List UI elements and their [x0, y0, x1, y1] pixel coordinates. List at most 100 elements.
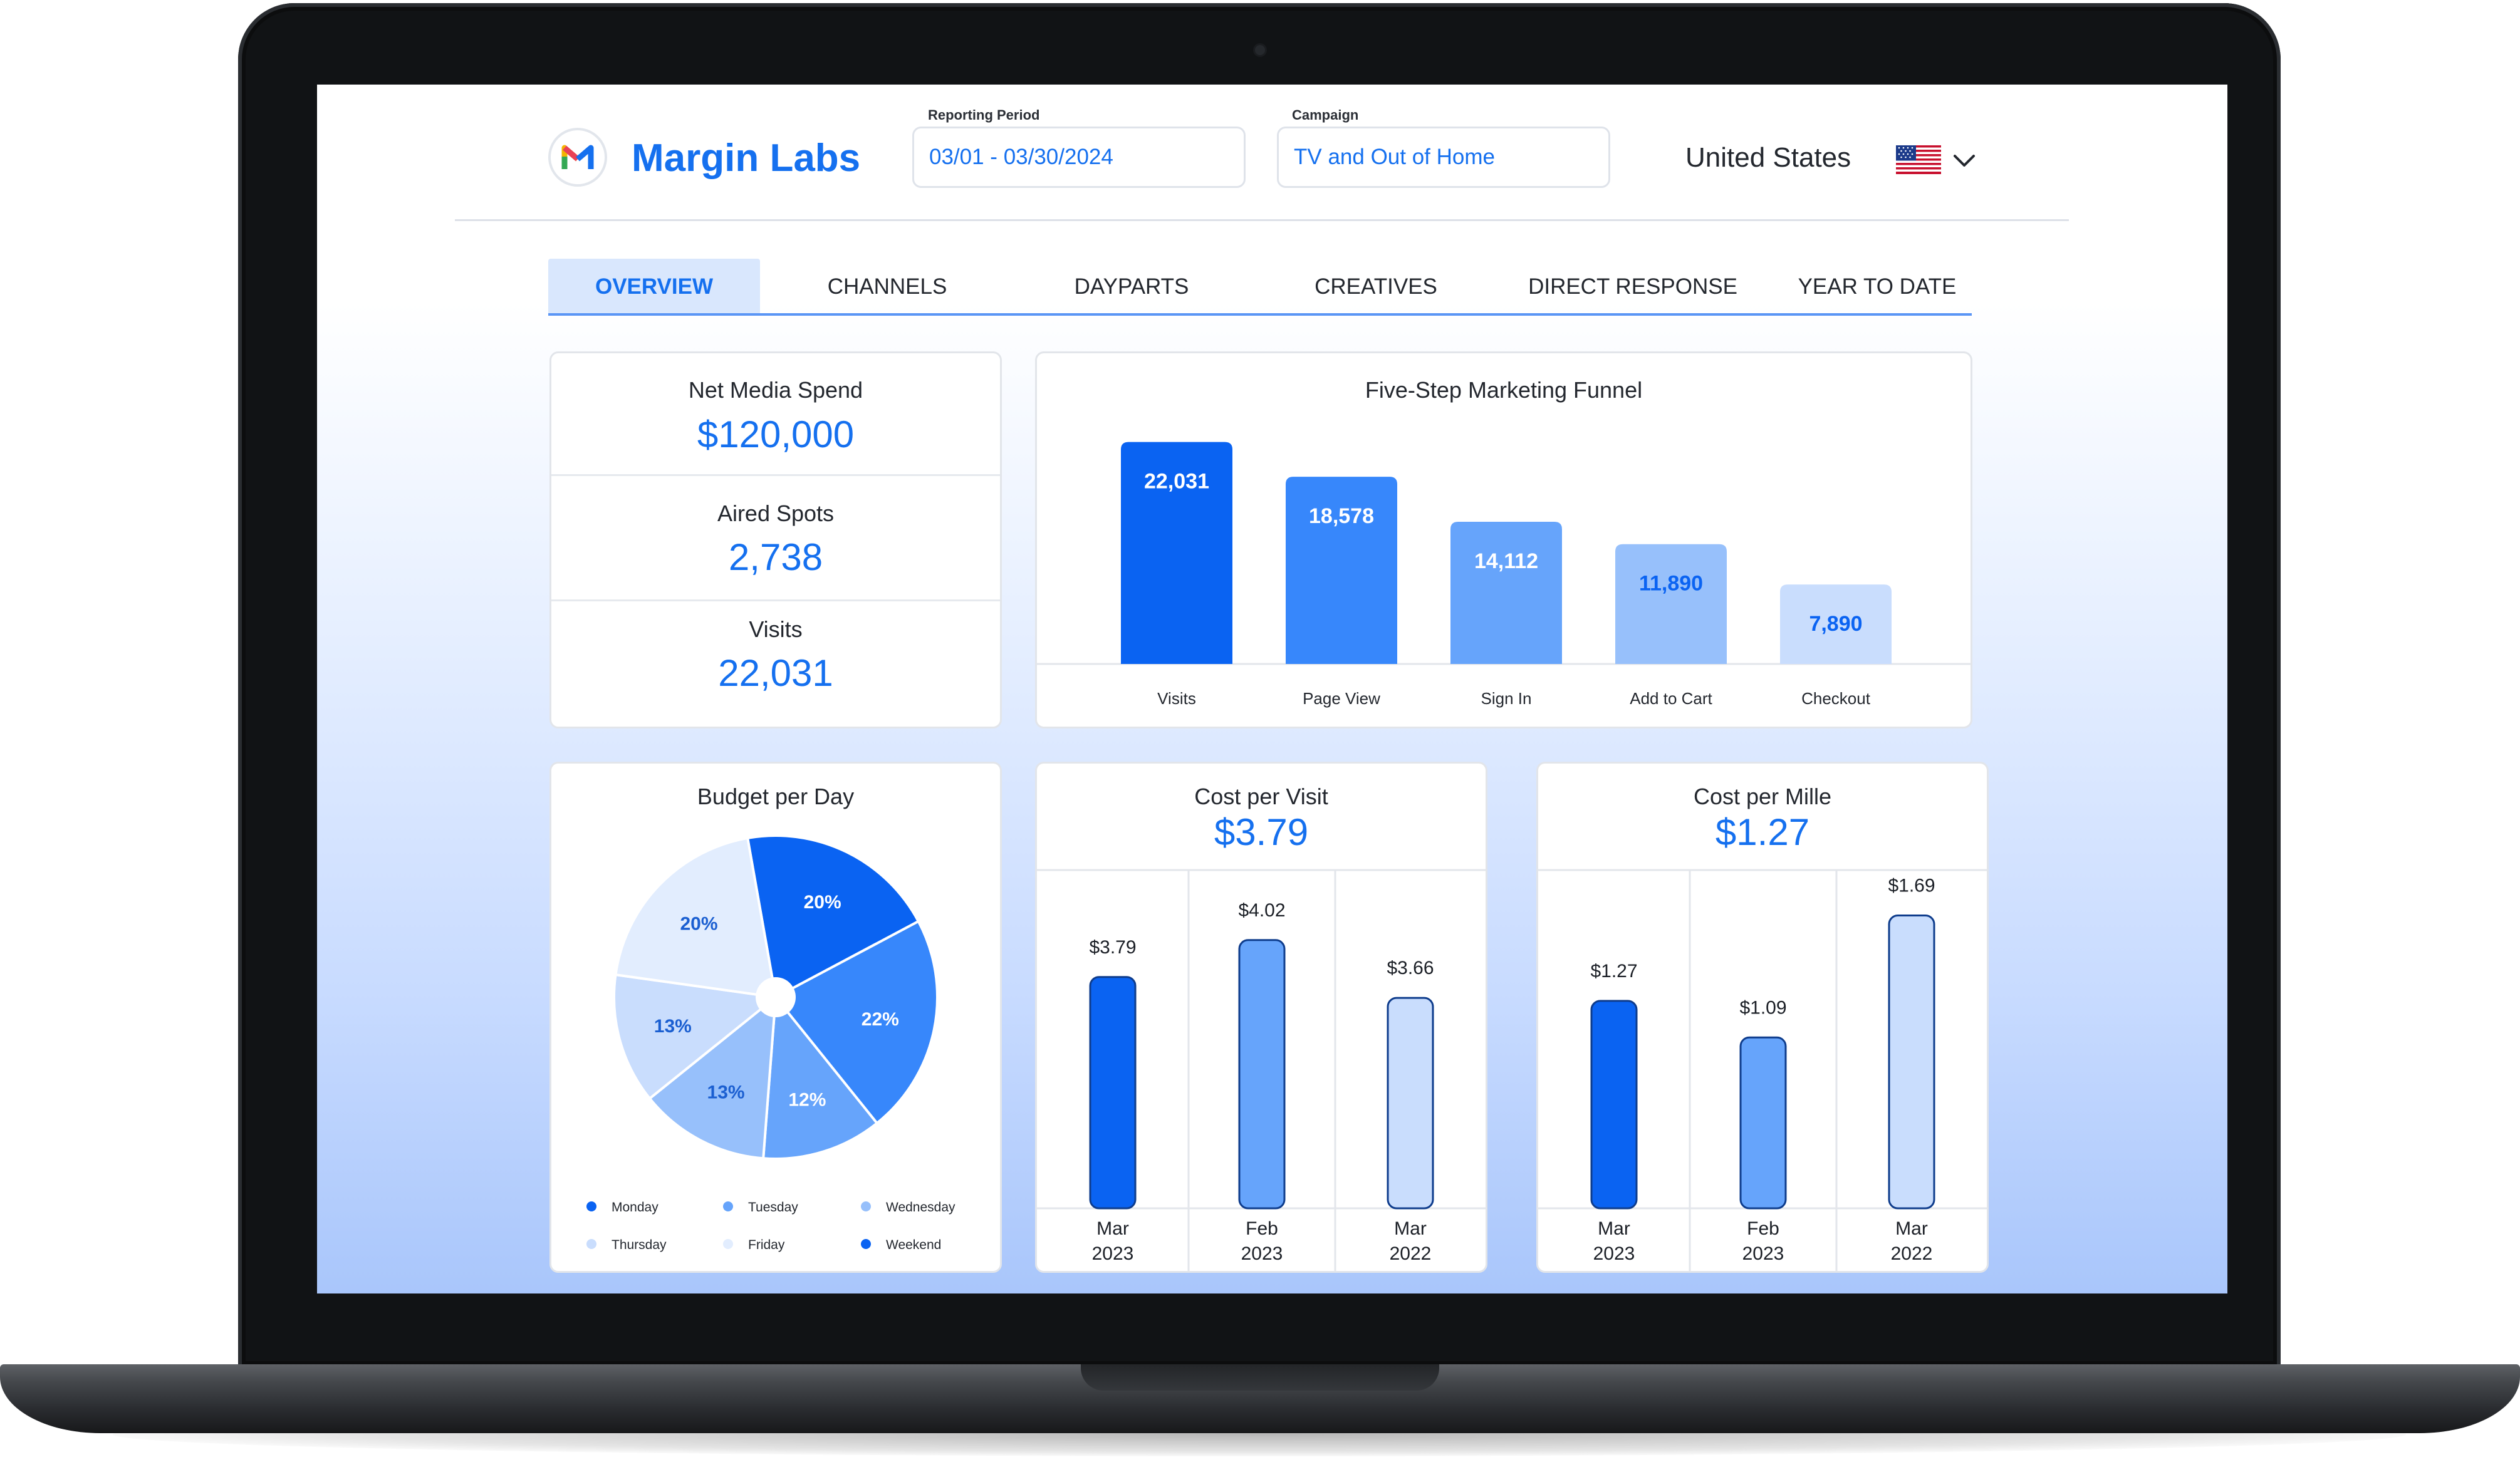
country-label[interactable]: United States [1685, 142, 1851, 173]
funnel-bar [1780, 584, 1892, 664]
funnel-category-label: Page View [1303, 689, 1380, 708]
cost-per-mille-value: $1.27 [1715, 811, 1810, 853]
pie-slice [613, 973, 779, 1101]
tab-dayparts[interactable]: DAYPARTS [1074, 274, 1189, 299]
cost-per-visit-title: Cost per Visit [1194, 784, 1328, 809]
funnel-data-label: 22,031 [1144, 470, 1209, 494]
pie-slice-label: 20% [680, 914, 717, 935]
cost-category-label: 2022 [1390, 1243, 1432, 1264]
cost-per-visit-card: Cost per Visit $3.79 $3.79 Mar 2023 $4.02 Fe… [1035, 762, 1487, 1273]
legend-marker [723, 1239, 733, 1249]
legend-marker [586, 1239, 596, 1249]
cost-category-label: 2023 [1593, 1243, 1635, 1264]
funnel-data-label: 7,890 [1809, 612, 1862, 636]
pie-slice-label: 20% [804, 892, 841, 913]
kpi-label: Aired Spots [717, 500, 835, 526]
kpi-value: 2,738 [728, 536, 823, 578]
cost-per-visit-chart: $3.79 Mar 2023 $4.02 Feb 2023 $3.66 Mar 2022 [1037, 869, 1486, 1271]
funnel-data-label: 14,112 [1474, 549, 1538, 573]
cost-bar [1387, 997, 1434, 1210]
legend-label: Friday [748, 1238, 785, 1252]
legend-label: Monday [612, 1200, 659, 1215]
funnel-category-label: Sign In [1481, 689, 1532, 708]
cost-category-label: 2022 [1891, 1243, 1933, 1264]
kpi-divider [551, 599, 1000, 601]
header-divider [455, 219, 2069, 221]
cost-category-label: Mar [1598, 1218, 1630, 1239]
legend-marker [723, 1201, 733, 1211]
cost-category-label: Feb [1747, 1218, 1779, 1239]
tab-channels[interactable]: CHANNELS [827, 274, 947, 299]
funnel-chart: 22,031 Visits 18,578 Page View 14,112 Sign In… [1037, 442, 1971, 708]
us-flag-icon[interactable] [1896, 145, 1941, 174]
cost-data-label: $1.27 [1590, 961, 1637, 982]
pie-slice-label: 13% [654, 1016, 692, 1037]
kpi-value: $120,000 [697, 413, 855, 455]
kpi-divider [551, 474, 1000, 476]
cost-category-label: Mar [1394, 1218, 1427, 1239]
funnel-bar [1286, 477, 1397, 664]
legend-marker [861, 1239, 871, 1249]
camera-icon [1255, 45, 1265, 55]
pie-slice [762, 993, 879, 1160]
funnel-category-label: Add to Cart [1630, 689, 1712, 708]
pie-slice-label: 22% [862, 1009, 899, 1030]
pie-slice [746, 834, 920, 1000]
logo-icon [561, 145, 594, 169]
chevron-down-icon[interactable] [1949, 145, 1980, 176]
funnel-bar [1615, 544, 1727, 664]
tab-year-to-date[interactable]: YEAR TO DATE [1798, 274, 1957, 299]
cost-per-mille-title: Cost per Mille [1693, 784, 1832, 809]
cost-bar [1739, 1036, 1787, 1210]
funnel-card: Five-Step Marketing Funnel 22,031 Visits 1… [1035, 351, 1972, 728]
reporting-period-input[interactable]: 03/01 - 03/30/2024 [912, 127, 1246, 188]
legend-label: Tuesday [748, 1200, 798, 1215]
tabs-underline [548, 313, 1972, 316]
cost-data-label: $3.66 [1387, 958, 1434, 978]
funnel-title: Five-Step Marketing Funnel [1365, 377, 1643, 403]
cost-category-label: Mar [1895, 1218, 1928, 1239]
budget-per-day-title: Budget per Day [697, 784, 855, 809]
kpi-label: Visits [749, 616, 803, 642]
kpi-value: 22,031 [718, 652, 833, 694]
cost-category-label: 2023 [1092, 1243, 1134, 1264]
cost-bar [1238, 939, 1286, 1210]
pie-slice [773, 920, 939, 1125]
tab-direct-response[interactable]: DIRECT RESPONSE [1528, 274, 1737, 299]
cost-category-label: Feb [1246, 1218, 1278, 1239]
legend-label: Weekend [886, 1238, 941, 1252]
cost-data-label: $3.79 [1089, 937, 1136, 958]
brand-name: Margin Labs [632, 137, 861, 180]
brand-logo[interactable] [548, 128, 607, 187]
pie-slice [614, 836, 778, 999]
campaign-input[interactable]: TV and Out of Home [1277, 127, 1610, 188]
pie-slice-label: 13% [707, 1082, 745, 1103]
legend-marker [586, 1201, 596, 1211]
cost-category-label: 2023 [1241, 1243, 1283, 1264]
cost-per-mille-card: Cost per Mille $1.27 $1.27 Mar 2023 $1.09 Fe… [1536, 762, 1989, 1273]
cost-bar [1888, 914, 1935, 1210]
pie-slice-label: 12% [788, 1090, 826, 1111]
kpi-card: Net Media Spend $120,000 Aired Spots 2,7… [549, 351, 1002, 728]
cost-bar [1590, 1000, 1638, 1210]
funnel-bar [1450, 521, 1562, 664]
funnel-data-label: 11,890 [1639, 572, 1703, 596]
tab-creatives[interactable]: CREATIVES [1315, 274, 1437, 299]
funnel-category-label: Visits [1157, 689, 1196, 708]
reporting-period-label: Reporting Period [928, 107, 1040, 123]
pie-center [756, 977, 796, 1017]
kpi-label: Net Media Spend [688, 377, 863, 403]
budget-pie-chart: 20% 22% 12% 13% 13% 20% Monday Tuesday Wednesday… [586, 834, 955, 1252]
cost-per-mille-chart: $1.27 Mar 2023 $1.09 Feb 2023 $1.69 Mar 2022 [1538, 869, 1987, 1271]
funnel-data-label: 18,578 [1309, 504, 1374, 528]
laptop-notch [1081, 1364, 1439, 1391]
tab-overview[interactable]: OVERVIEW [548, 259, 760, 315]
cost-data-label: $4.02 [1238, 900, 1285, 921]
cost-bar [1089, 976, 1137, 1210]
cost-per-visit-value: $3.79 [1214, 811, 1309, 853]
legend-marker [861, 1201, 871, 1211]
legend-label: Wednesday [886, 1200, 955, 1215]
cost-category-label: 2023 [1742, 1243, 1784, 1264]
pie-slice [648, 994, 778, 1160]
funnel-category-label: Checkout [1801, 689, 1871, 708]
